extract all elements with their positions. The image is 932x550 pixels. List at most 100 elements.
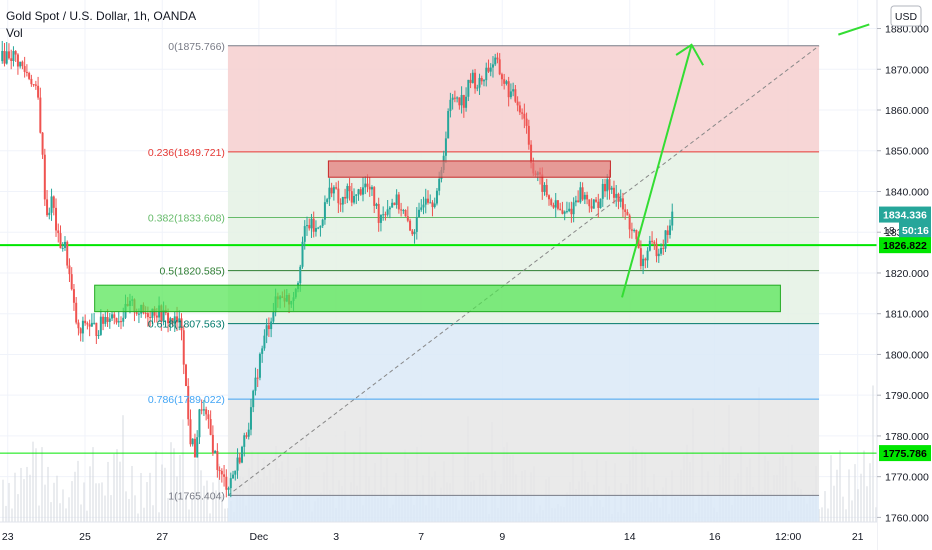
candle-body: [521, 112, 524, 114]
candle-body: [391, 202, 394, 208]
candle-body: [458, 97, 461, 106]
volume-bar: [104, 495, 106, 522]
volume-bar: [836, 469, 838, 522]
candle-body: [525, 118, 528, 126]
candle-body: [413, 231, 416, 235]
time-tick-label: Dec: [250, 531, 269, 543]
candle-body: [588, 199, 591, 207]
candle-body: [323, 202, 326, 220]
volume-bar: [53, 482, 55, 522]
candle-body: [211, 434, 214, 454]
candle-body: [400, 209, 403, 211]
candle-body: [646, 250, 649, 261]
time-axis[interactable]: 23 25 27 Dec 3 7 9 14 16 12:00 21: [2, 531, 864, 543]
candle-body: [527, 125, 530, 145]
volume-bar: [857, 489, 859, 522]
candle-body: [503, 79, 506, 84]
volume-bar: [848, 469, 850, 522]
volume-bar: [83, 482, 85, 522]
volume-bar: [845, 509, 847, 522]
candle-body: [169, 318, 172, 324]
candle-body: [426, 198, 429, 203]
candle-body: [16, 54, 19, 67]
price-tick-label: 1810.000: [885, 309, 929, 321]
fib-retracement-zones[interactable]: [227, 45, 820, 522]
candle-body: [102, 316, 105, 324]
candle-body: [241, 446, 244, 463]
time-tick-label: 3: [333, 531, 339, 543]
currency-button[interactable]: USD: [890, 5, 922, 27]
volume-bar: [125, 491, 127, 522]
resistance-zone: [327, 160, 611, 178]
horizontal-line-tag-lower: [879, 445, 931, 462]
price-tick-label: 1770.000: [885, 472, 929, 484]
candle-body: [135, 312, 138, 314]
candle-body: [303, 226, 306, 242]
fib-level-label: 1(1765.404): [168, 490, 225, 502]
volume-bar: [26, 466, 28, 522]
time-tick-label: 27: [156, 531, 168, 543]
candle-body: [227, 488, 230, 490]
candle-body: [99, 316, 102, 335]
candle-body: [326, 199, 329, 203]
candle-body: [612, 187, 615, 198]
volume-bar: [827, 508, 829, 522]
candle-body: [209, 419, 212, 435]
candle-body: [451, 97, 454, 100]
candle-body: [653, 241, 656, 244]
candle-body: [191, 438, 194, 445]
candle-body: [160, 305, 163, 322]
horizontal-lines[interactable]: [0, 244, 877, 454]
candle-body: [648, 240, 651, 251]
candle-body: [409, 220, 412, 231]
candle-body: [272, 312, 275, 322]
candle-body: [476, 87, 479, 89]
price-axis[interactable]: 1760.000 1770.000 1780.000 1790.000 1800.000…: [877, 24, 929, 525]
candle-body: [402, 210, 405, 212]
volume-bar: [842, 496, 844, 522]
candle-body: [668, 225, 671, 235]
volume-indicator-label[interactable]: Vol: [6, 26, 23, 40]
candle-body: [599, 198, 602, 208]
candle-body: [263, 335, 266, 349]
candle-body: [337, 188, 340, 204]
candle-body: [550, 199, 553, 205]
volume-bar: [194, 458, 196, 522]
candle-body: [314, 228, 317, 232]
candle-body: [465, 96, 468, 108]
candle-body: [388, 207, 391, 210]
zone-rectangles[interactable]: [94, 160, 781, 313]
candle-body: [556, 200, 559, 209]
volume-bar: [110, 495, 112, 522]
volume-bar: [206, 480, 208, 522]
candle-body: [34, 84, 37, 86]
candle-body: [41, 132, 44, 155]
candle-body: [229, 478, 232, 489]
candle-body: [433, 203, 436, 208]
projection-arrows[interactable]: [621, 23, 870, 298]
volume-bar: [203, 485, 205, 522]
time-tick-label: 21: [852, 531, 864, 543]
volume-bar: [215, 490, 217, 522]
candle-body: [453, 97, 456, 99]
fib-zone: [227, 399, 820, 496]
candle-body: [474, 72, 477, 89]
candle-body: [373, 187, 376, 206]
volume-bar: [98, 483, 100, 522]
candle-body: [514, 89, 517, 102]
candle-body: [84, 320, 87, 324]
candle-body: [149, 317, 152, 319]
candle-body: [214, 451, 217, 454]
candle-body: [590, 206, 593, 209]
candle-body: [395, 194, 398, 205]
volume-bar: [50, 502, 52, 522]
support-zone: [94, 284, 781, 313]
candle-body: [310, 218, 313, 229]
candle-body: [50, 196, 53, 213]
volume-bar: [113, 453, 115, 522]
candle-body: [512, 89, 515, 92]
time-tick-label: 23: [2, 531, 14, 543]
volume-bar: [149, 472, 151, 522]
candle-body: [245, 435, 248, 437]
